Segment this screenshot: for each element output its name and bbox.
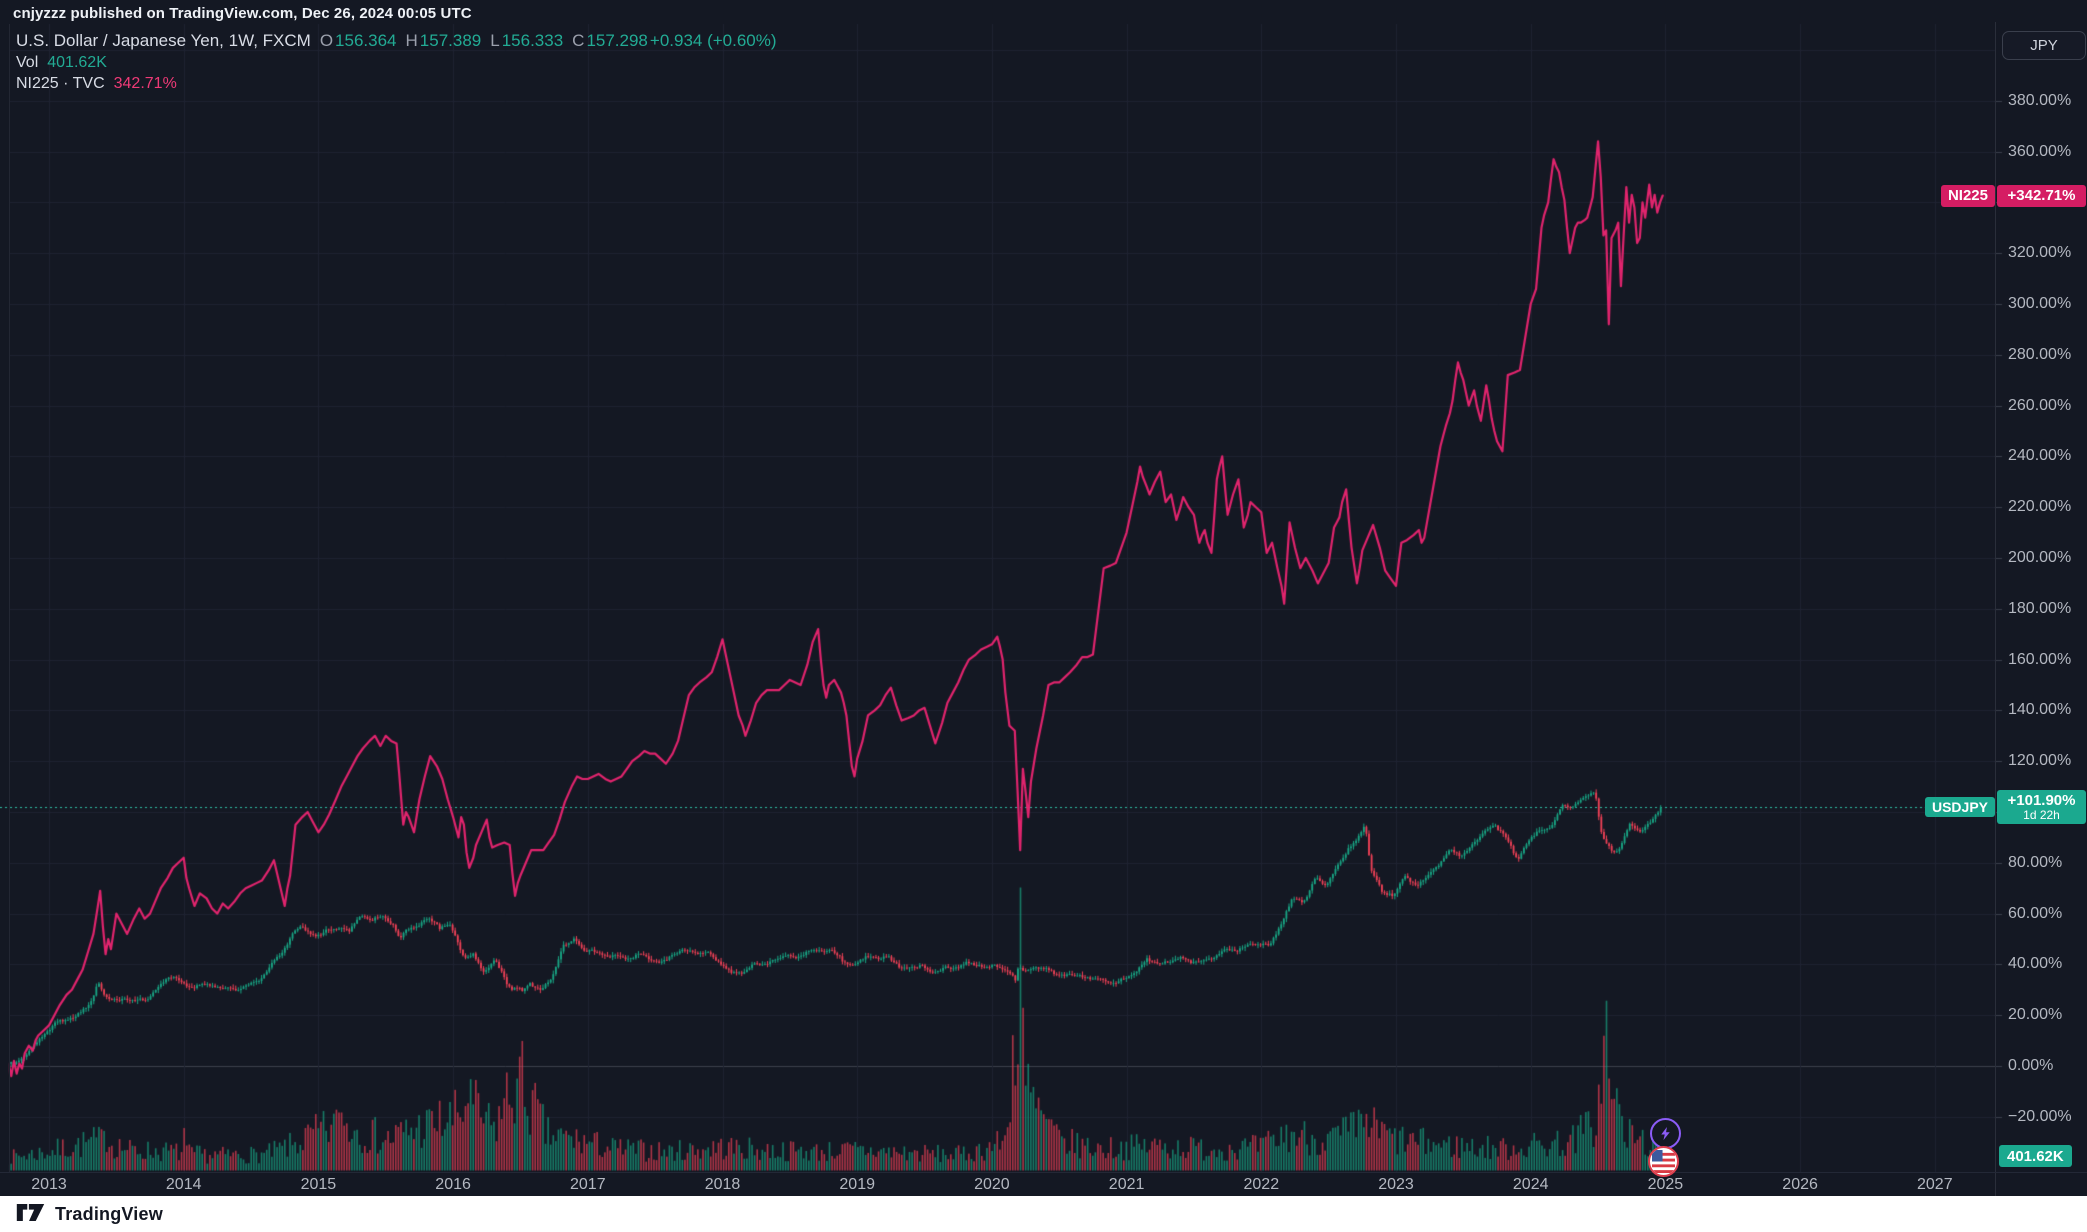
chart-legend: U.S. Dollar / Japanese Yen, 1W, FXCM O 1…	[16, 31, 777, 93]
price-axis-label: 260.00%	[2008, 396, 2072, 414]
tradingview-logo-icon	[16, 1203, 45, 1221]
time-axis-label: 2022	[1243, 1176, 1280, 1193]
time-axis-label: 2025	[1647, 1176, 1684, 1193]
price-axis-label: 160.00%	[2008, 650, 2072, 668]
price-axis-label: 140.00%	[2008, 701, 2072, 719]
price-axis-label: 120.00%	[2008, 752, 2072, 770]
time-axis-label: 2016	[435, 1176, 471, 1193]
price-axis-border	[1995, 22, 1996, 1196]
price-axis-label: 0.00%	[2008, 1057, 2054, 1074]
time-axis-label: 2023	[1378, 1176, 1414, 1193]
time-axis-label: 2024	[1512, 1176, 1549, 1193]
volume-label: Vol	[16, 54, 39, 71]
low-value: 156.333	[501, 31, 564, 50]
boost-icon[interactable]	[1650, 1118, 1681, 1149]
ni225-price-badge: +342.71%	[1997, 184, 2086, 207]
price-axis-label: 240.00%	[2008, 447, 2072, 465]
price-axis-label: 280.00%	[2008, 345, 2072, 363]
price-axis-label: 20.00%	[2008, 1006, 2063, 1024]
price-axis-label: 80.00%	[2008, 853, 2063, 871]
volume-value: 401.62K	[47, 54, 107, 71]
time-axis-label: 2027	[1917, 1176, 1953, 1193]
price-axis-label: 380.00%	[2008, 91, 2072, 109]
open-value: 156.364	[335, 31, 397, 50]
us-flag-event-icon[interactable]	[1648, 1146, 1679, 1177]
lightning-bolt-icon	[1661, 1126, 1670, 1141]
legend-symbol-row[interactable]: U.S. Dollar / Japanese Yen, 1W, FXCM O 1…	[16, 31, 777, 51]
price-axis-label: 360.00%	[2008, 142, 2072, 160]
time-axis-label: 2021	[1108, 1176, 1145, 1193]
price-axis-label: −20.00%	[2008, 1107, 2072, 1125]
usdjpy-symbol-chip: USDJPY	[1924, 797, 1995, 818]
usdjpy-price-value: +101.90%	[2007, 792, 2076, 810]
open-label: O	[319, 31, 334, 50]
compare-symbol-title[interactable]: NI225 · TVC	[16, 75, 105, 92]
price-axis-label: 200.00%	[2008, 549, 2072, 566]
time-axis-label: 2020	[974, 1176, 1010, 1193]
legend-volume-row[interactable]: Vol 401.62K	[16, 54, 777, 72]
time-axis-label: 2019	[839, 1176, 875, 1193]
time-axis-label: 2017	[570, 1176, 606, 1193]
close-value: 157.298	[586, 31, 648, 50]
close-label: C	[572, 31, 585, 50]
price-axis-label: 300.00%	[2008, 295, 2072, 312]
time-axis-label: 2018	[704, 1176, 741, 1193]
tradingview-logo[interactable]	[16, 1203, 45, 1226]
price-axis-label: 180.00%	[2008, 599, 2072, 617]
time-axis-label: 2013	[31, 1176, 67, 1193]
usdjpy-price-badge: +101.90% 1d 22h	[1997, 790, 2086, 825]
plot-left-edge	[9, 24, 10, 1172]
currency-unit-button[interactable]: JPY	[2002, 31, 2086, 60]
price-axis-label: 40.00%	[2008, 955, 2063, 973]
us-flag-icon	[1652, 1150, 1675, 1173]
change-value: +0.934 (+0.60%)	[649, 31, 777, 50]
usdjpy-countdown: 1d 22h	[2023, 808, 2060, 823]
published-line: cnjyzzz published on TradingView.com, De…	[13, 5, 472, 22]
time-axis-label: 2026	[1782, 1176, 1818, 1193]
price-axis-label: 320.00%	[2008, 244, 2072, 262]
price-axis-label: 60.00%	[2008, 904, 2063, 922]
compare-value: 342.71%	[113, 75, 177, 92]
legend-compare-row[interactable]: NI225 · TVC 342.71%	[16, 75, 777, 93]
high-label: H	[405, 31, 418, 50]
time-axis-border	[0, 1172, 2087, 1173]
footer-brand-text[interactable]: TradingView	[55, 1203, 163, 1224]
price-axis-label: 220.00%	[2008, 498, 2072, 516]
volume-price-badge: 401.62K	[1999, 1145, 2072, 1167]
time-axis-label: 2015	[300, 1176, 337, 1193]
high-value: 157.389	[419, 31, 482, 50]
symbol-title[interactable]: U.S. Dollar / Japanese Yen, 1W, FXCM	[16, 31, 311, 50]
time-axis-label: 2014	[165, 1176, 202, 1193]
ni225-symbol-chip: NI225	[1940, 184, 1995, 207]
low-label: L	[490, 31, 500, 50]
snapshot-footer: TradingView	[0, 1196, 2087, 1232]
